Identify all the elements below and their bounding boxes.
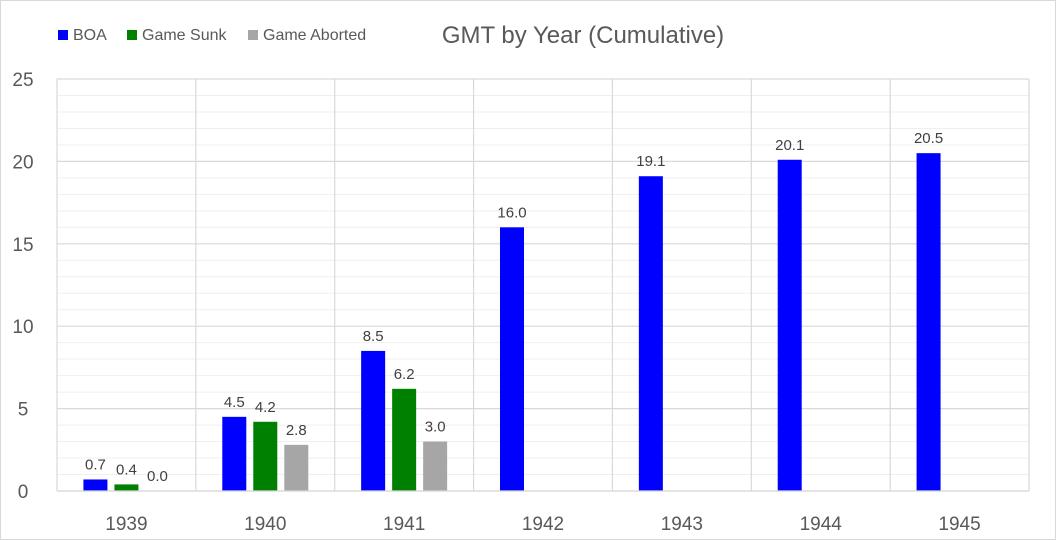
y-tick-label: 25: [12, 70, 33, 91]
legend-swatch: [248, 30, 258, 40]
bar-game-sunk-1939: [114, 484, 139, 491]
data-label-boa-1944: 20.1: [775, 137, 804, 154]
data-label-game-aborted-1941: 3.0: [425, 419, 446, 436]
bar-boa-1941: [361, 350, 386, 491]
x-axis: 1939 1940 1941 1942 1943 1944 1945: [57, 490, 1029, 535]
bars: [83, 153, 941, 491]
data-label-game-sunk-1939: 0.4: [116, 461, 137, 478]
bar-boa-1944: [777, 159, 802, 491]
data-label-game-sunk-1941: 6.2: [394, 366, 415, 383]
x-tick-label: 1944: [800, 514, 843, 535]
y-tick-label: 10: [12, 317, 33, 338]
x-tick-label: 1945: [938, 514, 980, 535]
data-label-boa-1943: 19.1: [636, 153, 665, 170]
y-tick-label: 0: [18, 482, 29, 503]
legend-item-game-sunk: Game Sunk: [127, 27, 227, 44]
y-axis: 0 5 10 15 20 25: [12, 70, 33, 503]
bar-boa-1943: [638, 176, 663, 491]
x-tick-label: 1942: [522, 514, 564, 535]
legend-item-boa: BOA: [58, 27, 107, 44]
gridlines: [56, 78, 1030, 492]
bar-game-aborted-1941: [423, 441, 448, 491]
legend-item-game-aborted: Game Aborted: [248, 27, 366, 44]
bar-boa-1945: [916, 153, 941, 491]
legend: BOA Game Sunk Game Aborted: [58, 27, 366, 44]
bar-boa-1942: [500, 227, 524, 491]
data-labels: 0.7 0.4 0.0 4.5 4.2 2.8 8.5 6.2 3.0 16.0 19.1 20.1 2…: [85, 130, 943, 485]
bar-game-sunk-1940: [253, 421, 278, 491]
data-label-game-aborted-1939: 0.0: [147, 468, 168, 485]
x-tick-label: 1941: [383, 514, 425, 535]
legend-swatch: [58, 30, 68, 40]
x-tick-label: 1940: [244, 514, 286, 535]
legend-label: Game Sunk: [142, 27, 227, 44]
data-label-game-aborted-1940: 2.8: [286, 422, 307, 439]
x-tick-label: 1939: [105, 514, 147, 535]
bar-game-sunk-1941: [392, 388, 417, 491]
data-label-boa-1942: 16.0: [497, 204, 526, 221]
data-label-game-sunk-1940: 4.2: [255, 399, 276, 416]
bar-boa-1939: [83, 479, 108, 491]
bar-boa-1940: [222, 416, 247, 491]
bar-game-aborted-1940: [284, 444, 309, 491]
data-label-boa-1940: 4.5: [224, 394, 245, 411]
y-tick-label: 20: [12, 152, 33, 173]
chart-title: GMT by Year (Cumulative): [442, 22, 724, 49]
y-tick-label: 15: [12, 235, 33, 256]
legend-label: BOA: [73, 27, 107, 44]
data-label-boa-1939: 0.7: [85, 456, 106, 473]
data-label-boa-1945: 20.5: [914, 130, 943, 147]
x-tick-label: 1943: [661, 514, 703, 535]
legend-swatch: [127, 30, 137, 40]
y-tick-label: 5: [18, 400, 29, 421]
data-label-boa-1941: 8.5: [363, 328, 384, 345]
legend-label: Game Aborted: [263, 27, 366, 44]
